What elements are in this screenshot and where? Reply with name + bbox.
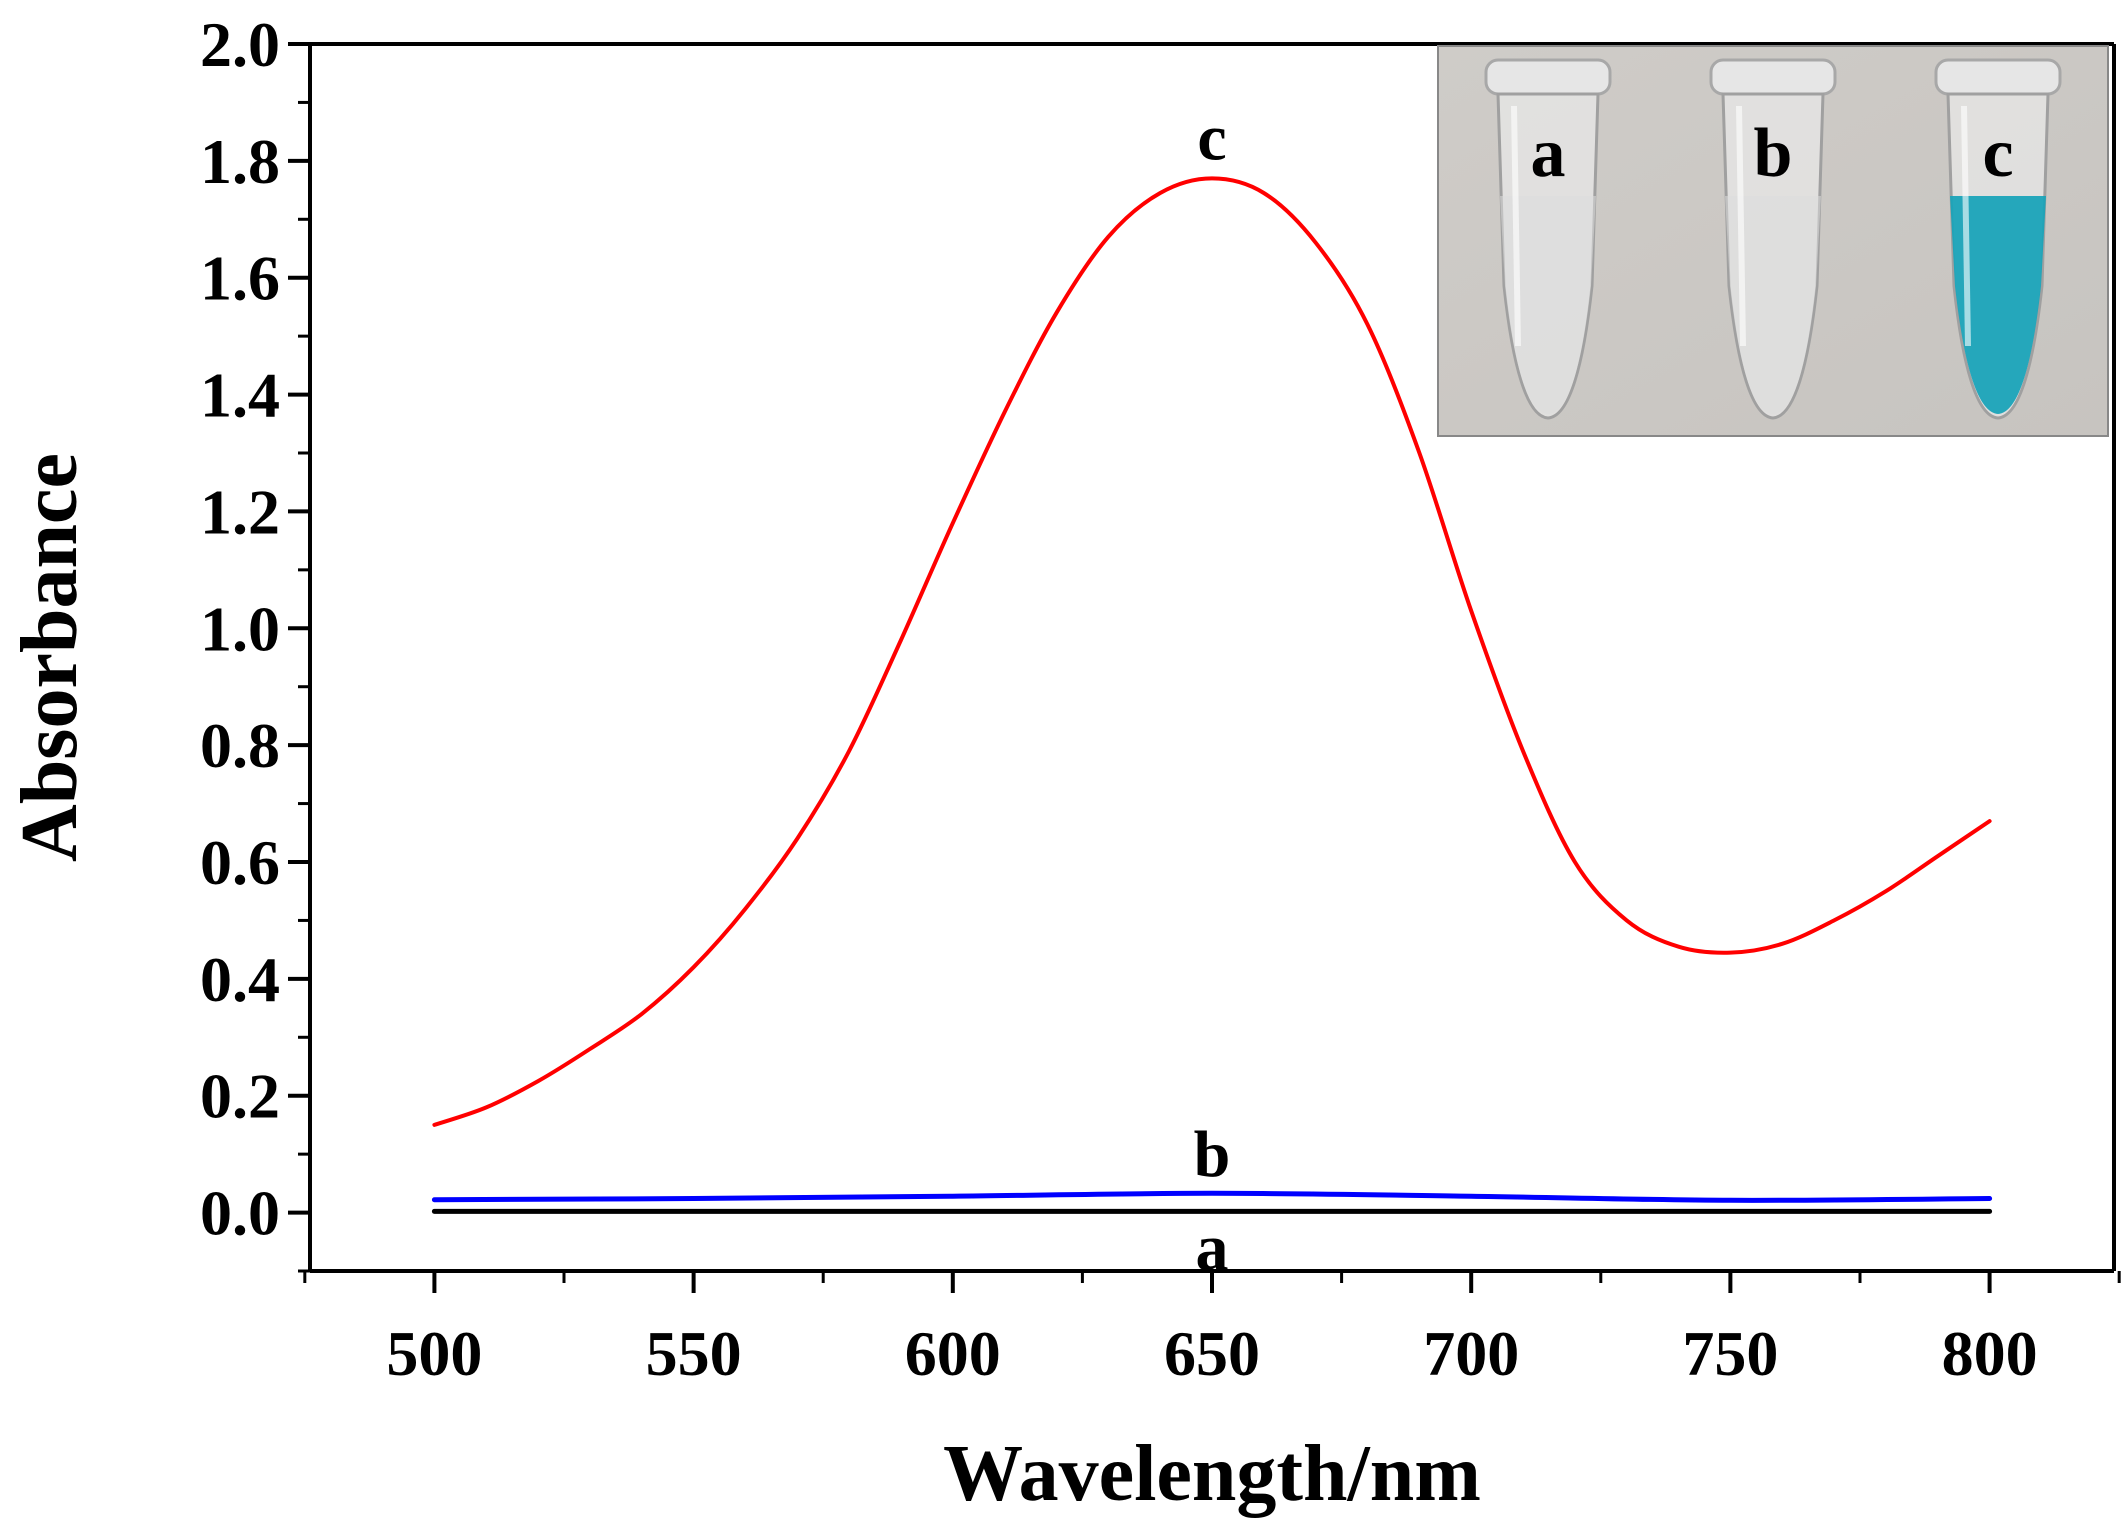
series-b-line bbox=[431, 1190, 1993, 1203]
tube-c: c bbox=[1934, 58, 2062, 420]
tube-highlight bbox=[1511, 105, 1521, 347]
tube-cap bbox=[1484, 58, 1612, 96]
y-tick-label: 1.2 bbox=[200, 476, 280, 547]
tube-highlight bbox=[1736, 105, 1746, 347]
tube-a: a bbox=[1484, 58, 1612, 420]
x-tick-label: 650 bbox=[1164, 1318, 1260, 1389]
y-tick-label: 0.4 bbox=[200, 944, 280, 1015]
y-tick-label: 1.6 bbox=[200, 243, 280, 314]
y-tick-label: 0.2 bbox=[200, 1061, 280, 1132]
y-tick-label: 1.0 bbox=[200, 593, 280, 664]
inset-photo: a b c bbox=[1437, 45, 2109, 437]
x-tick-label: 600 bbox=[905, 1318, 1001, 1389]
tube-cap bbox=[1709, 58, 1837, 96]
x-tick-label: 550 bbox=[646, 1318, 742, 1389]
labels-layer: ab c bbox=[1194, 101, 1231, 1284]
x-tick-label: 700 bbox=[1423, 1318, 1519, 1389]
tube-label-a: a bbox=[1531, 115, 1566, 192]
tube-label-b: b bbox=[1754, 115, 1793, 192]
y-tick-label: 0.8 bbox=[200, 710, 280, 781]
x-tick-label: 750 bbox=[1682, 1318, 1778, 1389]
curve-label-a: a bbox=[1196, 1212, 1229, 1285]
series-layer bbox=[431, 176, 1993, 1214]
y-axis-title: Absorbance bbox=[6, 453, 94, 862]
tube-cap bbox=[1934, 58, 2062, 96]
y-tick-label: 0.6 bbox=[200, 827, 280, 898]
x-tick-label: 800 bbox=[1942, 1318, 2038, 1389]
y-tick-label: 0.0 bbox=[200, 1178, 280, 1249]
y-tick-label: 1.4 bbox=[200, 360, 280, 431]
curve-label-c: c bbox=[1197, 101, 1226, 174]
series-c-line bbox=[432, 176, 1992, 1127]
axes-layer bbox=[308, 42, 2116, 1273]
tube-liquid bbox=[1500, 196, 1596, 414]
x-axis-title: Wavelength/nm bbox=[943, 1430, 1481, 1518]
tube-liquid bbox=[1725, 196, 1821, 414]
ticks-layer: 0.0 0.2 0.4 0.6 0.8 1.0 1.2 1.4 1.6 1.8 2.0 500 550 6… bbox=[200, 9, 2121, 1389]
x-tick-label: 500 bbox=[386, 1318, 482, 1389]
y-tick-label: 1.8 bbox=[200, 126, 280, 197]
y-tick-label: 2.0 bbox=[200, 9, 280, 80]
tube-liquid bbox=[1950, 196, 2046, 414]
tube-label-c: c bbox=[1982, 115, 2013, 192]
curve-label-b: b bbox=[1194, 1118, 1231, 1191]
tube-highlight bbox=[1961, 105, 1971, 347]
tube-b: b bbox=[1709, 58, 1837, 420]
